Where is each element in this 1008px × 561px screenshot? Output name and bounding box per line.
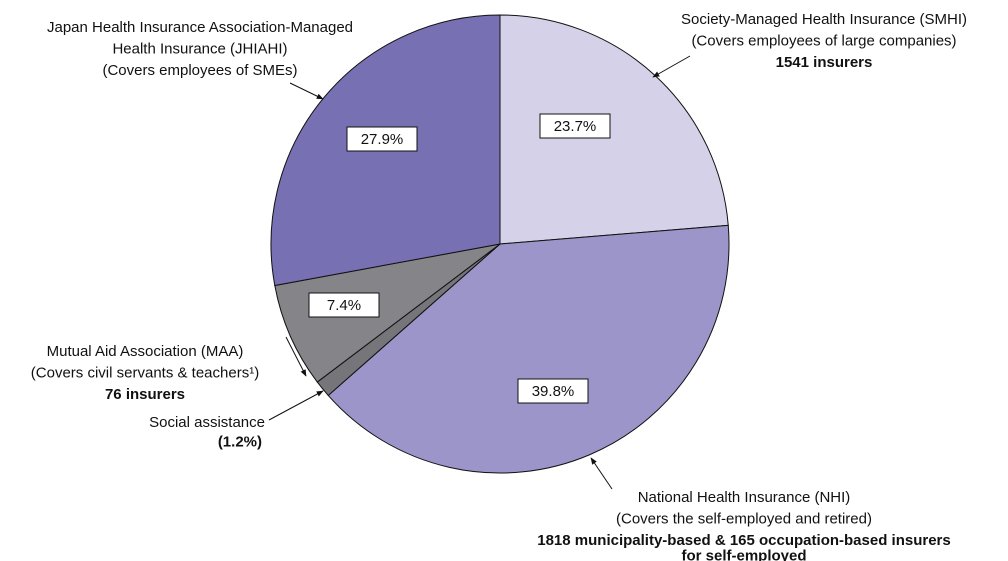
slice-note: 1818 municipality-based & 165 occupation… [537,532,950,549]
slice-label: Social assistance [149,414,265,431]
value-label: 27.9% [361,131,404,148]
value-label: 39.8% [532,383,575,400]
leader-line [268,390,324,421]
slice-label: (Covers civil servants & teachers¹) [31,364,259,381]
slice-label: Japan Health Insurance Association-Manag… [47,19,353,36]
leader-line [652,55,691,78]
leader-line [590,457,613,490]
slice-label: Society-Managed Health Insurance (SMHI) [681,11,967,28]
value-label-box [517,378,589,404]
slice-note: 76 insurers [105,386,185,403]
value-label-box [308,292,380,318]
slice-label: (Covers employees of SMEs) [102,62,297,79]
slice-label: Mutual Aid Association (MAA) [47,343,244,360]
slice-label: Health Insurance (JHIAHI) [112,40,287,57]
value-label-box [346,126,418,152]
leader-line [285,336,307,377]
slice-note: for self-employed [681,547,806,561]
pie-slice [274,243,501,383]
slice-note: 1541 insurers [776,54,873,71]
value-label: 23.7% [554,118,597,135]
slice-label: (Covers employees of large companies) [691,32,956,49]
leader-line [289,82,324,100]
value-label: 7.4% [327,297,361,314]
slice-label: (Covers the self-employed and retired) [616,510,872,527]
slice-label: National Health Insurance (NHI) [638,489,851,506]
value-label: (1.2%) [218,433,262,450]
value-label-box [539,113,611,139]
pie-slice [327,224,730,474]
